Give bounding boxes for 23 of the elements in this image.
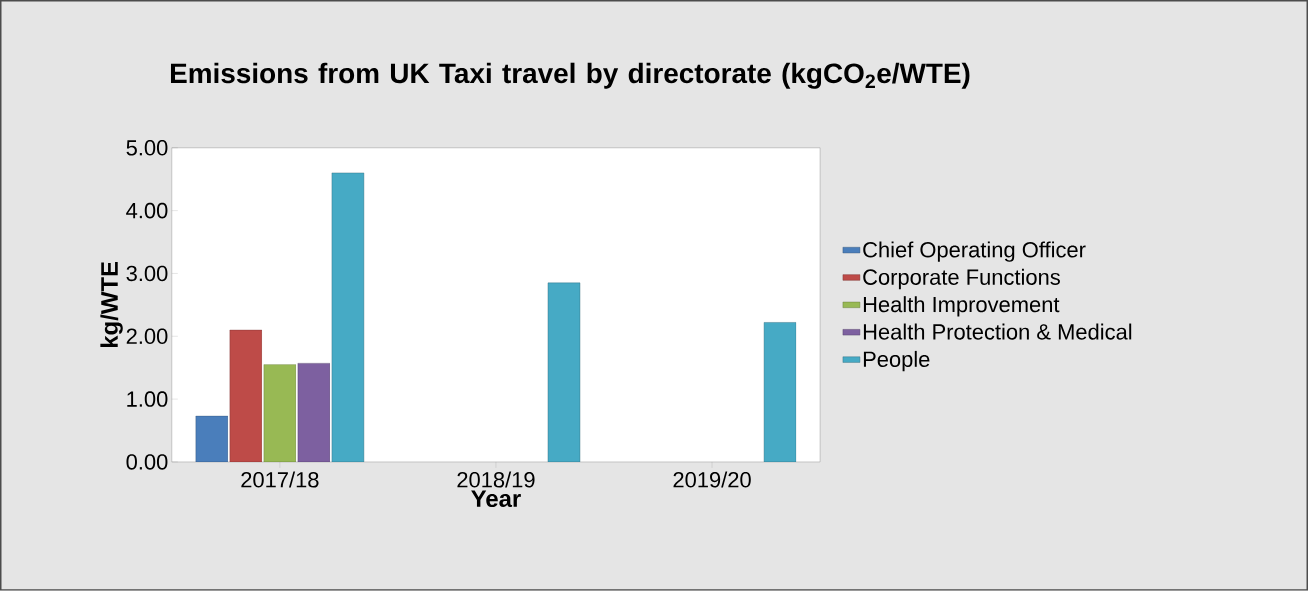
bar	[331, 172, 365, 463]
x-tick-label: 2017/18	[241, 471, 319, 488]
x-axis-title: Year	[471, 490, 521, 508]
y-tick-label: 5.00	[126, 140, 168, 156]
legend-label: People	[863, 351, 930, 372]
legend-label: Chief Operating Officer	[863, 241, 1086, 262]
chart-title: Emissions from UK Taxi travel by directorate (kgCO$_{2}$e/WTE)	[170, 62, 970, 89]
bar	[547, 282, 581, 463]
y-tick-label: 1.00	[127, 391, 168, 407]
bar	[763, 322, 797, 463]
bar	[263, 364, 297, 463]
y-tick-label: 0.00	[126, 454, 168, 470]
bar	[195, 416, 229, 463]
legend-label: Corporate Functions	[863, 268, 1060, 290]
legend-label: Health Protection & Medical	[863, 323, 1132, 340]
y-tick-label: 2.00	[126, 328, 168, 345]
y-axis-title: kg/WTE	[100, 262, 123, 348]
x-tick-label: 2018/19	[457, 471, 535, 488]
y-tick-label: 3.00	[126, 265, 168, 282]
y-tick-label: 4.00	[126, 202, 168, 219]
bar	[229, 329, 263, 463]
legend-label: Health Improvement	[863, 296, 1060, 317]
x-tick-label: 2019/20	[673, 471, 751, 488]
